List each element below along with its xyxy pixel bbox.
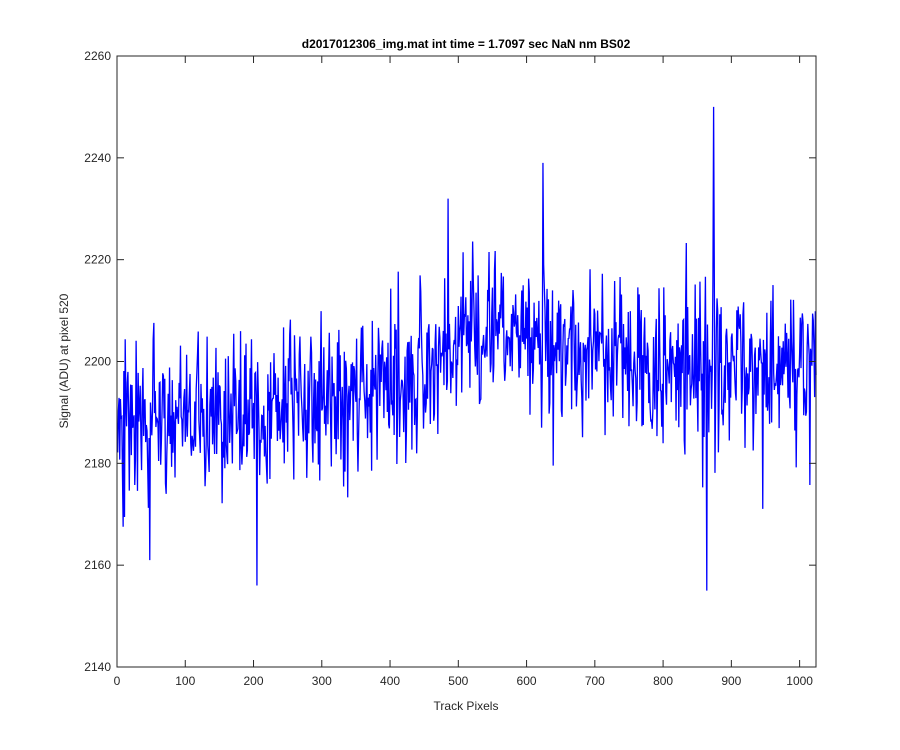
x-tick-label: 300 [312, 674, 332, 688]
y-tick-label: 2140 [84, 660, 111, 674]
x-axis-label: Track Pixels [434, 699, 499, 713]
series-layer [117, 106, 817, 591]
y-tick-label: 2160 [84, 558, 111, 572]
y-tick-label: 2240 [84, 151, 111, 165]
chart-title: d2017012306_img.mat int time = 1.7097 se… [302, 37, 631, 51]
x-tick-label: 400 [380, 674, 400, 688]
x-tick-label: 800 [653, 674, 673, 688]
x-tick-label: 200 [244, 674, 264, 688]
y-tick-label: 2260 [84, 49, 111, 63]
x-tick-label: 700 [585, 674, 605, 688]
y-tick-label: 2220 [84, 253, 111, 267]
series-line [117, 106, 817, 591]
y-tick-label: 2180 [84, 456, 111, 470]
x-tick-label: 600 [517, 674, 537, 688]
y-axis-label: Signal (ADU) at pixel 520 [57, 293, 71, 428]
x-tick-label: 500 [448, 674, 468, 688]
y-tick-label: 2200 [84, 355, 111, 369]
ticks-layer: 0 100 200 300 400 500 600 700 800 900 1000 2140 2160… [84, 49, 816, 688]
x-tick-label: 900 [721, 674, 741, 688]
x-tick-label: 1000 [786, 674, 813, 688]
x-tick-label: 0 [114, 674, 121, 688]
x-tick-label: 100 [175, 674, 195, 688]
plot-area [117, 56, 816, 667]
